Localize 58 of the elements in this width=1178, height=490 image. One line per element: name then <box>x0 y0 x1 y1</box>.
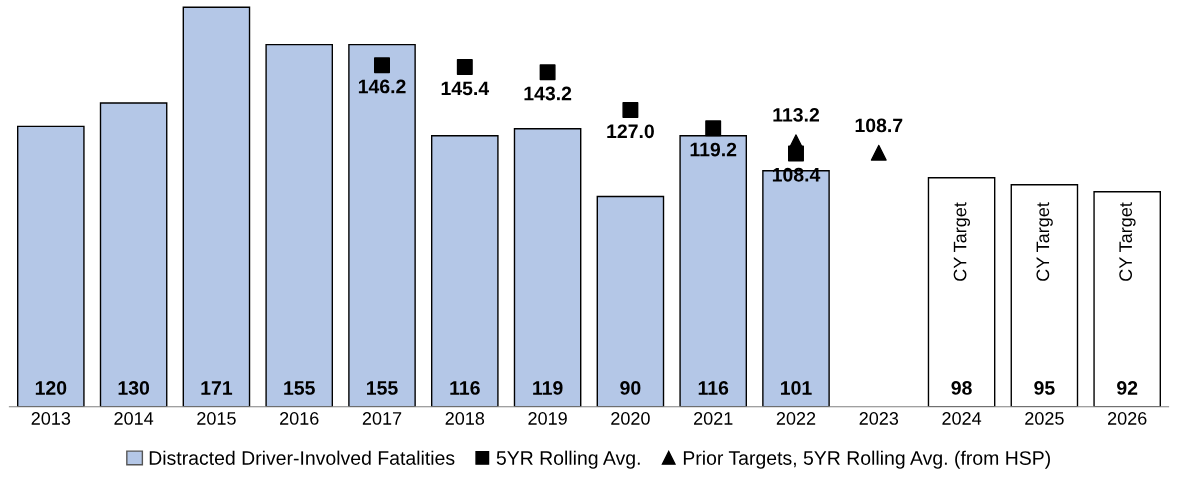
bar <box>1093 191 1161 407</box>
data-label: 95 <box>1034 381 1055 395</box>
bar <box>182 6 251 407</box>
data-label: 119 <box>533 381 563 395</box>
legend-label: 5YR Rolling Avg. <box>496 450 640 469</box>
data-label: 155 <box>284 381 315 395</box>
point <box>705 120 722 137</box>
x-tick-label: 2018 <box>445 412 485 425</box>
data-label: 90 <box>620 381 641 395</box>
data-label: 108.7 <box>855 118 903 133</box>
data-label: 146.2 <box>358 79 406 94</box>
x-tick-label: 2022 <box>776 412 816 425</box>
point <box>870 144 887 161</box>
bar <box>1010 184 1079 407</box>
x-tick-label: 2019 <box>528 412 567 425</box>
data-label: 130 <box>118 381 150 395</box>
data-label: 92 <box>1117 381 1138 395</box>
x-tick-label: 2016 <box>280 412 319 425</box>
data-label: 119.2 <box>690 142 737 157</box>
point <box>622 102 639 119</box>
bar <box>99 102 168 407</box>
bar <box>348 43 416 407</box>
bar <box>596 195 665 407</box>
data-label: 98 <box>951 381 972 395</box>
point <box>788 134 804 151</box>
data-label: 101 <box>781 381 812 395</box>
data-label: 171 <box>201 381 233 395</box>
x-tick-label: 2015 <box>197 412 236 425</box>
data-label: 116 <box>698 381 729 395</box>
x-tick-label: 2017 <box>362 412 402 425</box>
point <box>539 64 556 81</box>
legend-label: Prior Targets, 5YR Rolling Avg. (from HSP) <box>683 450 1050 469</box>
x-tick-label: 2020 <box>611 412 650 425</box>
x-tick-label: 2026 <box>1108 412 1147 425</box>
data-label: 155 <box>367 381 398 395</box>
x-tick-label: 2013 <box>31 412 71 425</box>
bar <box>17 125 85 407</box>
data-label: 116 <box>450 381 480 395</box>
point <box>456 59 473 76</box>
annotation: CY Target <box>953 202 970 281</box>
x-tick-label: 2021 <box>694 412 733 425</box>
data-label: 127.0 <box>607 124 654 139</box>
legend-label: Distracted Driver-Involved Fatalities <box>149 450 455 465</box>
annotation: CY Target <box>1119 202 1136 281</box>
bar <box>927 177 996 407</box>
point <box>374 57 390 74</box>
x-tick-label: 2014 <box>114 412 154 425</box>
bar <box>265 43 334 407</box>
x-tick-label: 2025 <box>1025 412 1064 425</box>
x-tick-label: 2024 <box>942 412 982 425</box>
data-label: 113.2 <box>773 107 820 122</box>
bar <box>430 135 499 407</box>
data-label: 143.2 <box>524 86 572 101</box>
x-tick-label: 2023 <box>859 412 899 425</box>
data-label: 120 <box>35 381 67 395</box>
data-label: 145.4 <box>441 81 490 96</box>
annotation: CY Target <box>1036 202 1053 281</box>
bar <box>513 128 582 407</box>
